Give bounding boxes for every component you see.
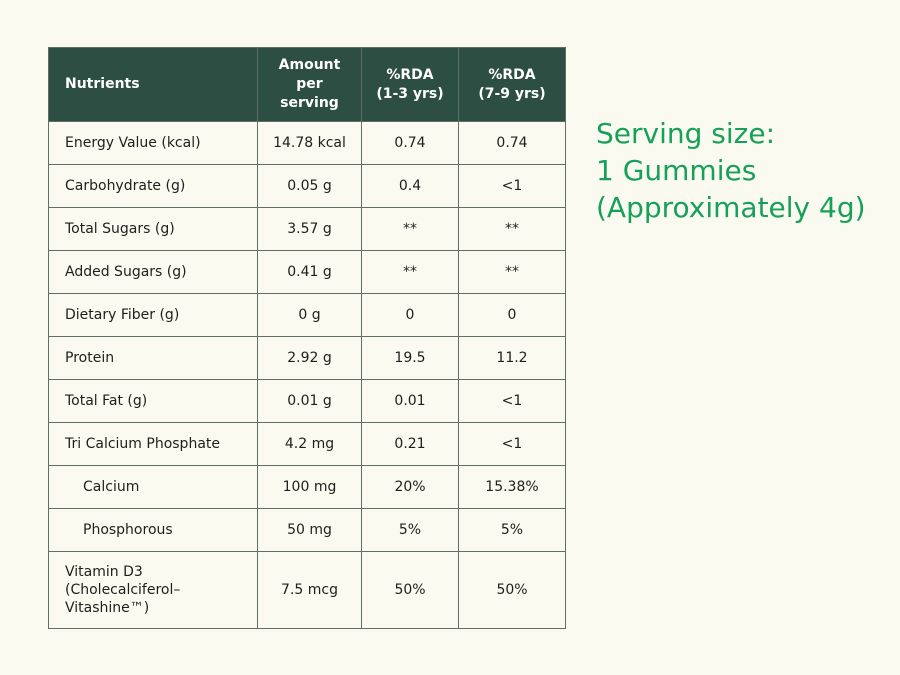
rda-1-3-cell: 19.5: [361, 336, 459, 380]
nutrient-name: Tri Calcium Phosphate: [48, 422, 258, 466]
table-row: Added Sugars (g) 0.41 g ** **: [48, 250, 566, 294]
table-row: Energy Value (kcal) 14.78 kcal 0.74 0.74: [48, 121, 566, 165]
header-amount-line: per: [296, 76, 323, 92]
rda-1-3-cell: 0.74: [361, 121, 459, 165]
rda-7-9-cell: 11.2: [458, 336, 566, 380]
amount-cell: 3.57 g: [257, 207, 362, 251]
amount-cell: 50 mg: [257, 508, 362, 552]
header-amount-per-serving: Amount per serving: [257, 47, 362, 122]
amount-cell: 14.78 kcal: [257, 121, 362, 165]
table-row: Carbohydrate (g) 0.05 g 0.4 <1: [48, 164, 566, 208]
table-row: Tri Calcium Phosphate 4.2 mg 0.21 <1: [48, 422, 566, 466]
serving-line: 1 Gummies: [596, 154, 757, 187]
nutrient-name: Phosphorous: [48, 508, 258, 552]
table-row: Protein 2.92 g 19.5 11.2: [48, 336, 566, 380]
amount-cell: 100 mg: [257, 465, 362, 509]
rda-7-9-cell: 5%: [458, 508, 566, 552]
nutrient-name-line: Vitamin D3: [65, 564, 143, 580]
table-row: Calcium 100 mg 20% 15.38%: [48, 465, 566, 509]
header-rda-line: (7-9 yrs): [478, 85, 546, 102]
header-amount-line: Amount: [278, 57, 341, 73]
table-row: Total Sugars (g) 3.57 g ** **: [48, 207, 566, 251]
rda-1-3-cell: 0.4: [361, 164, 459, 208]
table-header-row: Nutrients Amount per serving %RDA (1-3 y…: [48, 47, 566, 122]
serving-line: (Approximately 4g): [596, 191, 866, 224]
header-rda-line: (1-3 yrs): [376, 85, 444, 102]
header-rda-line: %RDA: [386, 66, 434, 83]
rda-7-9-cell: 0: [458, 293, 566, 337]
header-rda-line: %RDA: [488, 66, 536, 83]
rda-7-9-cell: 15.38%: [458, 465, 566, 509]
nutrient-name-line: Vitashine™): [65, 600, 150, 616]
amount-cell: 0.05 g: [257, 164, 362, 208]
header-amount-line: serving: [280, 95, 339, 111]
table-row: Dietary Fiber (g) 0 g 0 0: [48, 293, 566, 337]
nutrient-name-line: (Cholecalciferol–: [65, 582, 181, 598]
rda-1-3-cell: **: [361, 250, 459, 294]
header-rda-1-3: %RDA (1-3 yrs): [361, 47, 459, 122]
rda-1-3-cell: 0: [361, 293, 459, 337]
amount-cell: 4.2 mg: [257, 422, 362, 466]
table-row: Phosphorous 50 mg 5% 5%: [48, 508, 566, 552]
rda-7-9-cell: **: [458, 207, 566, 251]
header-rda-7-9: %RDA (7-9 yrs): [458, 47, 566, 122]
rda-7-9-cell: <1: [458, 164, 566, 208]
amount-cell: 0.01 g: [257, 379, 362, 423]
amount-cell: 7.5 mcg: [257, 551, 362, 629]
rda-7-9-cell: <1: [458, 422, 566, 466]
nutrient-name: Total Fat (g): [48, 379, 258, 423]
nutrient-name: Carbohydrate (g): [48, 164, 258, 208]
nutrient-name: Energy Value (kcal): [48, 121, 258, 165]
amount-cell: 0.41 g: [257, 250, 362, 294]
rda-7-9-cell: **: [458, 250, 566, 294]
rda-1-3-cell: 20%: [361, 465, 459, 509]
rda-1-3-cell: **: [361, 207, 459, 251]
table-row: Vitamin D3 (Cholecalciferol– Vitashine™)…: [48, 551, 566, 629]
rda-7-9-cell: 0.74: [458, 121, 566, 165]
serving-size-text: Serving size: 1 Gummies (Approximately 4…: [596, 115, 866, 226]
nutrient-name: Vitamin D3 (Cholecalciferol– Vitashine™): [48, 551, 258, 629]
amount-cell: 0 g: [257, 293, 362, 337]
serving-line: Serving size:: [596, 117, 776, 150]
table-row: Total Fat (g) 0.01 g 0.01 <1: [48, 379, 566, 423]
rda-7-9-cell: <1: [458, 379, 566, 423]
amount-cell: 2.92 g: [257, 336, 362, 380]
rda-1-3-cell: 0.01: [361, 379, 459, 423]
nutrient-name: Protein: [48, 336, 258, 380]
header-nutrients: Nutrients: [48, 47, 258, 122]
nutrient-name: Added Sugars (g): [48, 250, 258, 294]
nutrient-name: Dietary Fiber (g): [48, 293, 258, 337]
rda-1-3-cell: 0.21: [361, 422, 459, 466]
nutrient-name: Calcium: [48, 465, 258, 509]
rda-1-3-cell: 50%: [361, 551, 459, 629]
nutrition-table: Nutrients Amount per serving %RDA (1-3 y…: [48, 47, 566, 629]
rda-7-9-cell: 50%: [458, 551, 566, 629]
rda-1-3-cell: 5%: [361, 508, 459, 552]
nutrient-name: Total Sugars (g): [48, 207, 258, 251]
